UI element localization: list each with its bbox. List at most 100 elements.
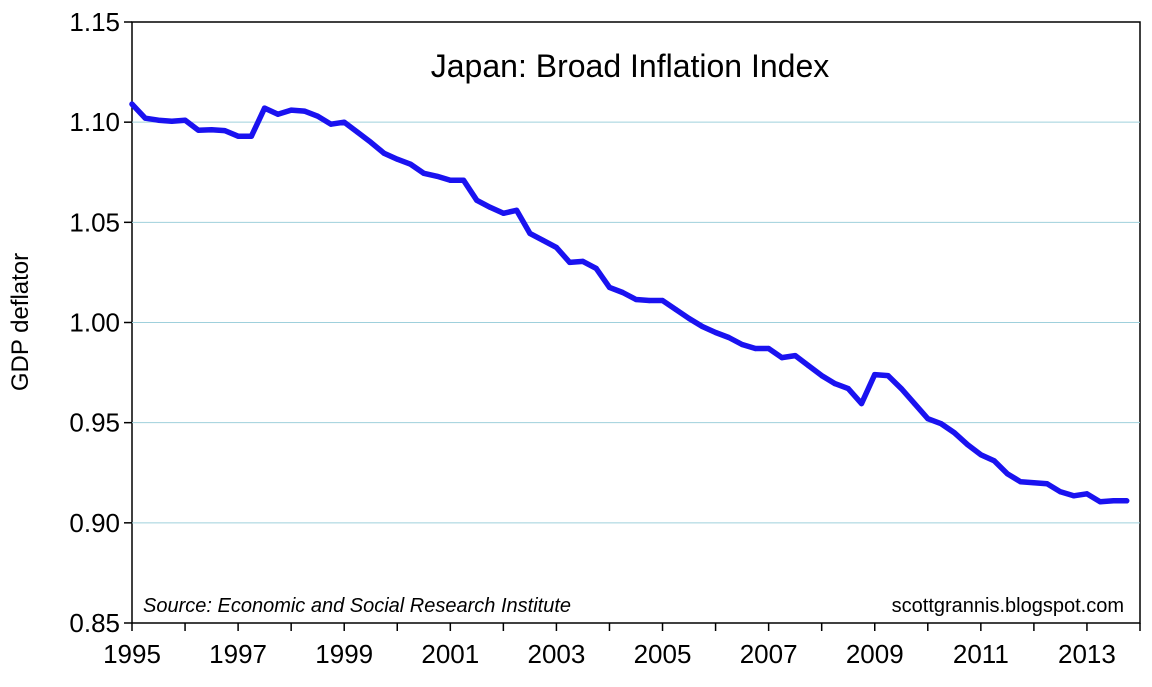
y-tick-label: 1.00 — [69, 308, 120, 338]
data-point — [951, 430, 957, 436]
y-axis-label: GDP deflator — [7, 253, 34, 391]
data-point — [368, 139, 374, 145]
data-point — [182, 117, 188, 123]
x-tick-label: 1995 — [103, 639, 161, 669]
data-point — [739, 341, 745, 348]
data-point — [1018, 479, 1024, 485]
data-point — [381, 150, 387, 156]
data-point — [872, 372, 878, 378]
data-point — [713, 329, 719, 336]
data-point — [129, 101, 135, 107]
data-point — [447, 177, 453, 183]
data-point — [461, 177, 467, 183]
data-point — [1004, 471, 1011, 477]
data-point — [1057, 489, 1063, 495]
data-point — [779, 355, 785, 361]
x-tick-label: 2011 — [953, 639, 1009, 669]
data-point — [474, 197, 480, 203]
data-point — [169, 118, 175, 124]
data-point — [978, 452, 984, 458]
data-point — [155, 117, 162, 123]
data-point — [938, 421, 944, 427]
series-line — [129, 101, 1130, 505]
data-point — [686, 315, 692, 322]
data-point — [991, 458, 997, 464]
data-point — [606, 284, 613, 290]
data-point — [1110, 498, 1117, 504]
x-tick-label: 2007 — [740, 639, 798, 669]
y-tick-label: 1.15 — [69, 7, 120, 37]
data-point — [394, 156, 400, 162]
x-tick-label: 2013 — [1058, 639, 1116, 669]
data-point — [301, 108, 307, 114]
data-point — [235, 133, 241, 139]
data-point — [1097, 499, 1103, 505]
series-layer — [129, 101, 1130, 505]
source-note: Source: Economic and Social Research Ins… — [143, 595, 571, 617]
y-tick-label: 0.90 — [69, 508, 120, 538]
y-tick-label: 1.10 — [69, 107, 120, 137]
data-point — [1071, 493, 1077, 499]
x-tick-label: 1999 — [315, 639, 373, 669]
data-point — [328, 121, 334, 127]
x-tick-label: 2009 — [846, 639, 904, 669]
data-point — [1124, 498, 1130, 504]
data-point — [315, 113, 321, 119]
data-point — [752, 345, 759, 352]
gridlines — [132, 121, 1140, 524]
data-point — [965, 442, 971, 448]
x-tick-label: 2003 — [527, 639, 585, 669]
y-tick-label: 0.95 — [69, 408, 120, 438]
data-point — [885, 373, 891, 379]
data-point — [1031, 480, 1037, 486]
data-point — [421, 170, 427, 176]
data-point — [248, 133, 254, 139]
data-point — [222, 128, 228, 134]
data-point — [487, 204, 493, 210]
data-point — [407, 161, 414, 167]
data-point — [832, 381, 838, 387]
y-tick-label: 0.85 — [69, 608, 120, 638]
data-point — [500, 210, 506, 216]
data-point — [209, 127, 215, 133]
data-point — [673, 306, 679, 313]
data-point — [898, 386, 904, 392]
data-point — [288, 107, 294, 113]
x-tick-label: 2005 — [634, 639, 692, 669]
data-point — [792, 353, 798, 359]
data-point — [620, 289, 626, 296]
data-point — [646, 297, 652, 304]
data-point — [858, 401, 865, 407]
data-point — [1044, 481, 1050, 487]
data-point — [275, 111, 281, 117]
data-point — [341, 119, 347, 125]
data-point — [514, 207, 520, 213]
data-point — [567, 259, 573, 265]
data-point — [805, 363, 812, 369]
data-point — [434, 173, 440, 179]
data-point — [819, 373, 825, 379]
data-point — [195, 127, 201, 133]
axes: 0.85 0.90 0.95 1.00 1.05 1.10 1.15 1995 1997 1999… — [69, 7, 1141, 669]
data-point — [726, 334, 732, 341]
data-point — [925, 416, 931, 422]
data-point — [553, 244, 560, 250]
data-point — [699, 323, 705, 330]
data-point — [766, 345, 772, 352]
data-point — [354, 129, 361, 135]
data-point — [633, 296, 639, 303]
data-point — [1084, 491, 1090, 497]
x-tick-label: 2001 — [421, 639, 479, 669]
data-point — [540, 237, 546, 243]
data-point — [580, 258, 586, 264]
data-point — [593, 265, 599, 271]
y-tick-label: 1.05 — [69, 207, 120, 237]
credit-text: scottgrannis.blogspot.com — [892, 595, 1124, 617]
data-point — [527, 230, 533, 236]
data-point — [659, 297, 666, 304]
data-point — [911, 401, 918, 407]
x-tick-label: 1997 — [209, 639, 267, 669]
data-point — [845, 386, 851, 392]
